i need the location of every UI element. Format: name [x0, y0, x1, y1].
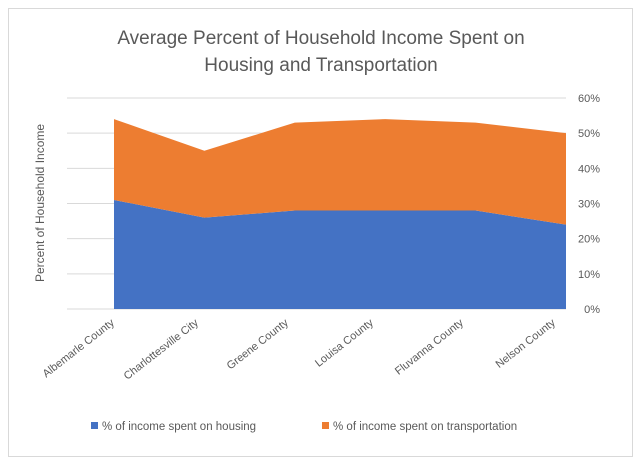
x-category-label: Albemarle County [41, 317, 118, 381]
x-category-label: Fluvanna County [393, 317, 466, 378]
y-tick-label: 10% [578, 269, 600, 281]
y-tick-label: 0% [584, 304, 600, 316]
area-series-transportation [114, 119, 566, 225]
legend-swatch [322, 422, 329, 429]
y-tick-label: 40% [578, 163, 600, 175]
chart-title-line-2: Housing and Transportation [204, 55, 437, 76]
x-category-label: Nelson County [494, 317, 559, 371]
legend-label: % of income spent on transportation [333, 421, 517, 433]
legend-label: % of income spent on housing [102, 421, 256, 433]
y-tick-label: 20% [578, 234, 600, 246]
x-category-label: Louisa County [313, 317, 376, 370]
y-tick-label: 30% [578, 199, 600, 211]
chart-title-line-1: Average Percent of Household Income Spen… [117, 28, 524, 49]
area-series-housing [114, 199, 566, 309]
y-axis-ticks: 0% 10% 20% 30% 40% 50% 60% [578, 93, 600, 316]
y-tick-label: 60% [578, 93, 600, 105]
legend-swatch [91, 422, 98, 429]
legend: % of income spent on housing % of income … [91, 421, 517, 433]
y-tick-label: 50% [578, 128, 600, 140]
chart-title: Average Percent of Household Income Spen… [117, 28, 524, 76]
plot-area [114, 119, 566, 309]
x-category-label: Greene County [225, 317, 292, 373]
x-category-label: Charlottesville City [122, 317, 202, 383]
x-axis-categories: Albemarle County Charlottesville City Gree… [41, 317, 559, 383]
y-axis-title: Percent of Household Income [33, 124, 47, 282]
